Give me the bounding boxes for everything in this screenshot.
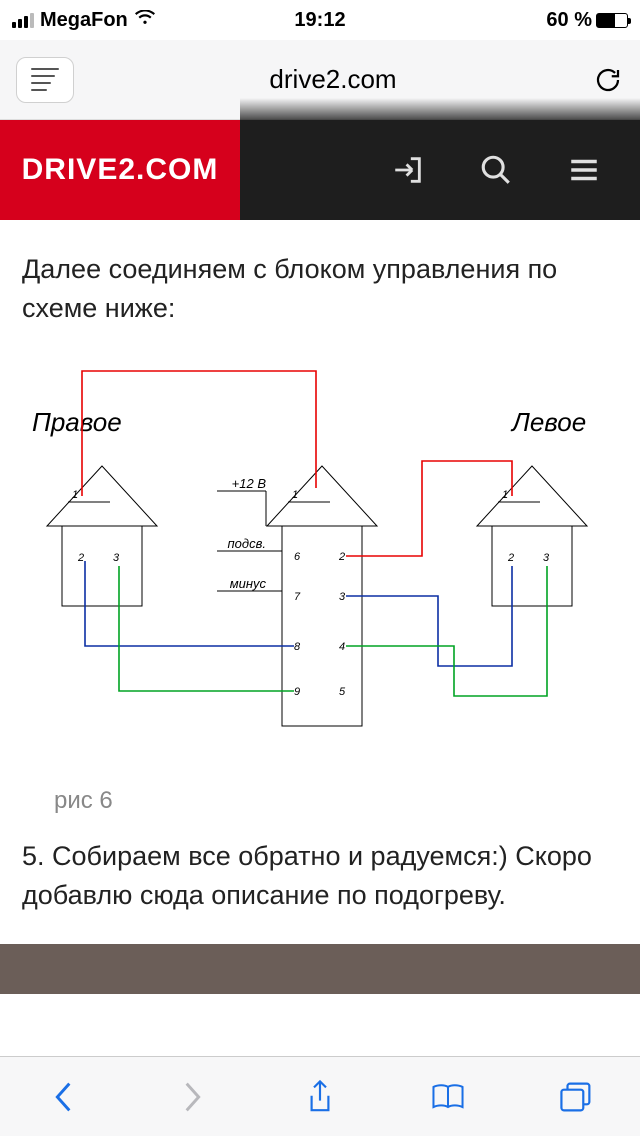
search-icon [479,153,513,187]
search-button[interactable] [476,150,516,190]
svg-text:Левое: Левое [510,407,586,437]
svg-text:4: 4 [339,641,345,653]
back-button[interactable] [42,1075,86,1119]
article-content: Далее соединяем с блоком управления по с… [0,220,640,916]
safari-url-bar: drive2.com [0,40,640,120]
signal-icon [12,13,34,28]
menu-icon [566,153,602,187]
svg-text:2: 2 [338,551,345,563]
chevron-right-icon [179,1081,205,1113]
carrier-label: MegaFon [40,9,128,32]
safari-toolbar [0,1056,640,1136]
wiring-diagram: Правое Левое 1 2 3 1 2 3 1 6 7 8 9 2 3 4 5 +12 В подсв. мин… [22,356,618,771]
intro-text: Далее соединяем с блоком управления по с… [22,250,618,328]
tabs-button[interactable] [554,1075,598,1119]
wifi-icon [134,9,156,32]
chevron-left-icon [51,1081,77,1113]
svg-text:3: 3 [113,552,120,564]
svg-text:5: 5 [339,686,346,698]
login-icon [391,153,425,187]
next-image-teaser [0,944,640,994]
menu-button[interactable] [564,150,604,190]
share-icon [305,1079,335,1115]
tabs-icon [559,1081,593,1113]
book-icon [429,1082,467,1112]
svg-text:3: 3 [543,552,550,564]
svg-text:6: 6 [294,551,301,563]
svg-text:8: 8 [294,641,301,653]
bookmarks-button[interactable] [426,1075,470,1119]
svg-text:Правое: Правое [32,407,122,437]
reader-icon [31,68,59,91]
forward-button[interactable] [170,1075,214,1119]
logo-text: DRIVE2.COM [22,153,219,187]
svg-text:2: 2 [77,552,84,564]
login-button[interactable] [388,150,428,190]
svg-text:9: 9 [294,686,300,698]
reload-icon [593,65,623,95]
svg-text:1: 1 [292,489,298,501]
battery-pct-label: 60 % [546,9,592,32]
outro-text: 5. Собираем все обратно и радуемся:) Ско… [22,837,618,915]
svg-text:подсв.: подсв. [228,536,266,551]
svg-text:1: 1 [72,489,78,501]
status-left: MegaFon [12,9,156,32]
status-right: 60 % [546,9,628,32]
url-field[interactable]: drive2.com [88,64,578,95]
header-actions [240,120,640,220]
ios-status-bar: MegaFon 19:12 60 % [0,0,640,40]
svg-text:+12 В: +12 В [232,476,267,491]
battery-icon [596,13,628,28]
reader-mode-button[interactable] [16,57,74,103]
share-button[interactable] [298,1075,342,1119]
svg-text:7: 7 [294,591,301,603]
figure-caption: рис 6 [22,787,618,815]
svg-text:3: 3 [339,591,346,603]
site-header: DRIVE2.COM [0,120,640,220]
reload-button[interactable] [592,64,624,96]
site-logo[interactable]: DRIVE2.COM [0,120,240,220]
svg-text:1: 1 [502,489,508,501]
svg-text:2: 2 [507,552,514,564]
svg-text:минус: минус [230,576,267,591]
